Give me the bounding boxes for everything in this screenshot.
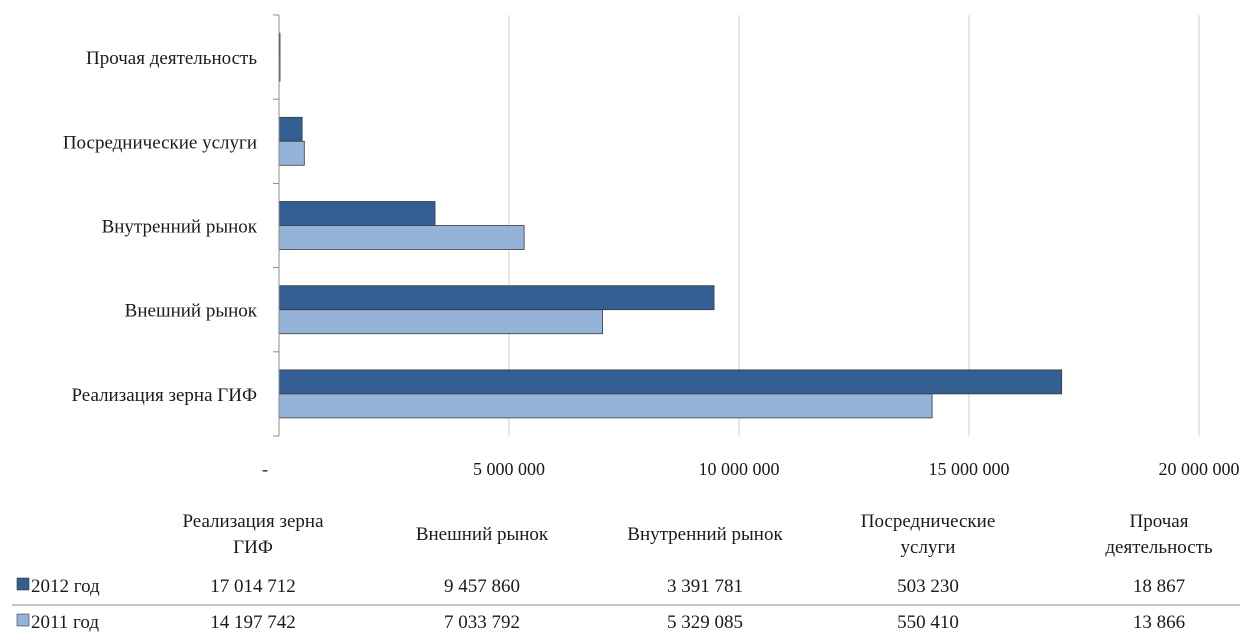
tick-labels: - 5 000 000 10 000 000 15 000 000 20 000 000 — [262, 459, 1240, 479]
data-label: 5 329 085 — [667, 612, 743, 633]
data-label: 18 867 — [1133, 576, 1185, 597]
bar — [278, 393, 933, 419]
table-header: Посреднические — [861, 511, 996, 532]
category-label: Внутренний рынок — [102, 217, 258, 238]
table-header: деятельность — [1105, 537, 1213, 558]
axes — [273, 14, 280, 437]
bar — [278, 309, 603, 335]
table-header: Внутренний рынок — [627, 524, 783, 545]
legend-label: 2011 год — [31, 612, 99, 633]
table-header: ГИФ — [233, 537, 273, 558]
table-header: Реализация зерна — [182, 511, 324, 532]
bar — [278, 225, 525, 250]
data-label: 550 410 — [897, 612, 959, 633]
x-tick-label: 10 000 000 — [699, 459, 780, 479]
bar — [278, 116, 303, 142]
table-header: услуги — [901, 537, 956, 558]
legend-swatch — [16, 577, 30, 591]
table-header: Внешний рынок — [416, 524, 549, 545]
category-label: Посреднические услуги — [63, 132, 257, 153]
category-labels: Реализация зерна ГИФ Внешний рынок Внутрен… — [63, 48, 258, 406]
data-label: 14 197 742 — [210, 612, 296, 633]
data-label: 503 230 — [897, 576, 959, 597]
data-table: Реализация зерна ГИФ Внешний рынок Внутренн… — [12, 511, 1240, 633]
bar — [278, 140, 305, 166]
bar — [278, 369, 1063, 395]
data-label: 7 033 792 — [444, 612, 520, 633]
x-tick-label: - — [262, 459, 268, 479]
legend-label: 2012 год — [31, 576, 100, 597]
category-label: Внешний рынок — [125, 301, 258, 322]
x-tick-label: 20 000 000 — [1159, 459, 1240, 479]
bars — [278, 32, 1063, 419]
table-header: Прочая — [1130, 511, 1189, 532]
data-label: 17 014 712 — [210, 576, 296, 597]
data-label: 3 391 781 — [667, 576, 743, 597]
data-label: 13 866 — [1133, 612, 1185, 633]
bar — [278, 201, 436, 226]
legend-swatch — [16, 613, 30, 627]
data-label: 9 457 860 — [444, 576, 520, 597]
bar — [278, 285, 715, 311]
category-label: Реализация зерна ГИФ — [71, 385, 257, 406]
x-tick-label: 5 000 000 — [473, 459, 545, 479]
x-tick-label: 15 000 000 — [929, 459, 1010, 479]
category-label: Прочая деятельность — [86, 48, 257, 69]
